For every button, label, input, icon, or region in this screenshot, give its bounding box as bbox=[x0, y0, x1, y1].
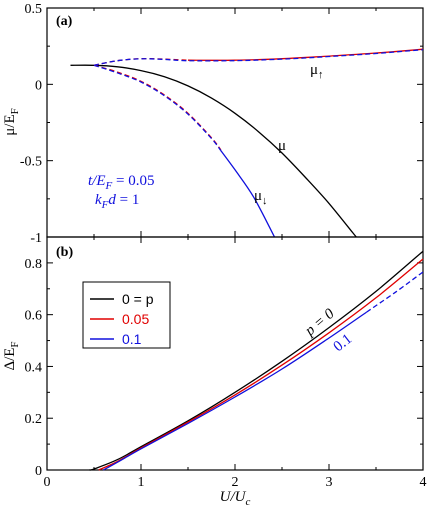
legend-label: 0 = p bbox=[122, 291, 154, 307]
panel-a-series bbox=[70, 48, 424, 238]
x-tick-label: 1 bbox=[138, 475, 145, 490]
panel-b-series bbox=[89, 250, 424, 471]
panel-a-ylabel-main: μ/E bbox=[2, 114, 18, 135]
x-tick-label: 4 bbox=[420, 475, 427, 490]
x-tick-label: 3 bbox=[326, 475, 333, 490]
legend-label: 0.1 bbox=[122, 331, 142, 347]
series-line-0-1 bbox=[103, 311, 367, 471]
series-line-0-p bbox=[89, 250, 424, 471]
y-tick-label: 0.6 bbox=[25, 309, 43, 324]
panel-b: 0 1 2 3 400.20.40.60.8 (b) Δ/EF U/Uc p = 0 0… bbox=[2, 236, 427, 508]
series-line-mu-up-blue bbox=[93, 49, 424, 66]
series-line-mu-down-red bbox=[93, 64, 222, 151]
y-tick-label: 0.4 bbox=[25, 360, 43, 375]
panel-b-ylabel: Δ/EF bbox=[2, 341, 21, 370]
params-line-2: kFd = 1 bbox=[95, 192, 139, 211]
y-tick-label: 0 bbox=[35, 78, 42, 93]
panel-a-ticks: -1 -0.5 0 0.5 bbox=[20, 2, 424, 246]
legend: 0 = p 0.05 0.1 bbox=[82, 281, 171, 349]
y-tick-label: 0.2 bbox=[25, 412, 43, 427]
legend-label: 0.05 bbox=[122, 311, 149, 327]
series-line-mu bbox=[70, 64, 357, 238]
panel-b-frame bbox=[46, 236, 424, 471]
series-line-mu-down-blue-dash bbox=[93, 64, 222, 152]
params-line-1: t/EF = 0.05 bbox=[88, 173, 154, 192]
x-tick-label: 0 bbox=[44, 475, 51, 490]
panel-b-ylabel-main: Δ/E bbox=[2, 348, 18, 371]
panel-a-label: (a) bbox=[56, 14, 73, 29]
y-tick-label: 0.5 bbox=[25, 2, 43, 17]
y-tick-label: -1 bbox=[30, 231, 42, 246]
panel-a-ylabel: μ/EF bbox=[2, 108, 21, 136]
label-mu: μ bbox=[278, 138, 286, 154]
x-axis-label: U/Uc bbox=[220, 489, 251, 508]
panel-a-ylabel-sub: F bbox=[9, 108, 21, 114]
label-mu-down: μ↓ bbox=[254, 188, 268, 207]
x-tick-label: 2 bbox=[232, 475, 239, 490]
panel-b-ylabel-sub: F bbox=[9, 341, 21, 347]
y-tick-label: 0 bbox=[35, 464, 42, 479]
label-mu-up: μ↑ bbox=[310, 62, 324, 81]
series-line-mu-up-red-solid bbox=[187, 48, 424, 61]
series-line-0-1 bbox=[366, 271, 424, 313]
panel-b-ticks: 0 1 2 3 4 0 0.2 0.4 0.6 0.8 bbox=[25, 237, 427, 490]
series-line-mu-down-blue bbox=[220, 150, 276, 238]
legend-box bbox=[82, 281, 171, 349]
panel-a: -1-0.500.5 (a) μ/EF μ μ↑ μ↓ t/EF = 0.05 … bbox=[2, 2, 424, 246]
y-tick-label: -0.5 bbox=[20, 155, 42, 170]
y-tick-label: 0.8 bbox=[25, 257, 43, 272]
panel-b-label: (b) bbox=[56, 245, 73, 260]
